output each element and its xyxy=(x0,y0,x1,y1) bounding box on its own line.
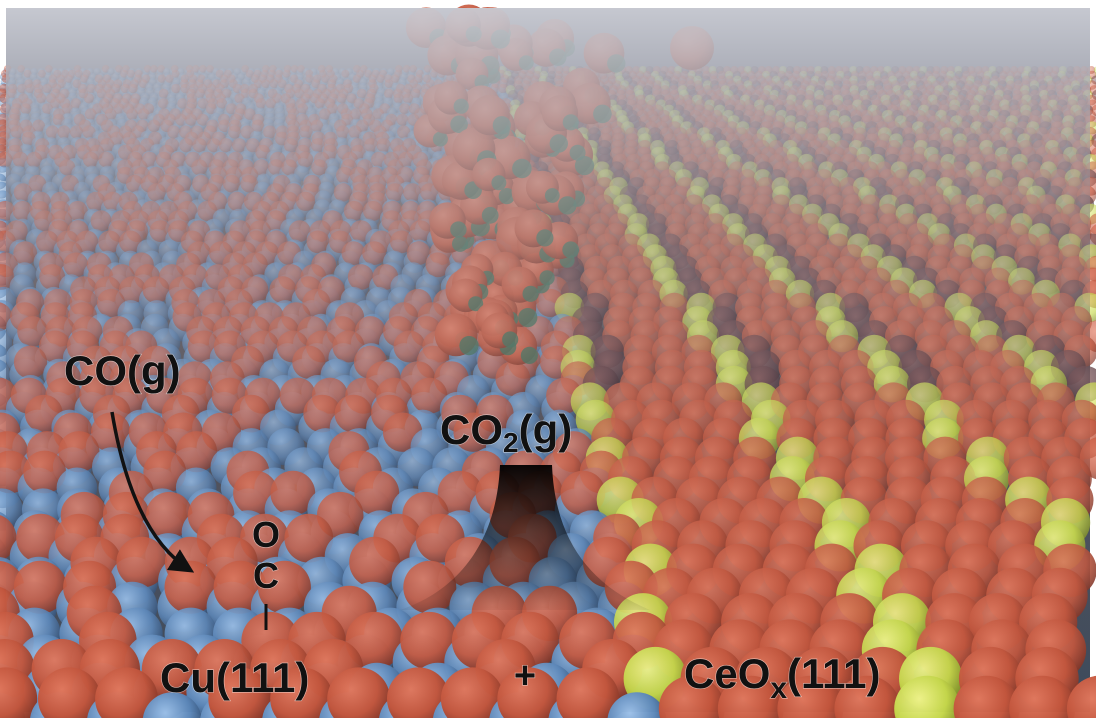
formula: CeO xyxy=(684,650,770,697)
adsorbate-c: C xyxy=(253,555,279,596)
co-gas-label: CO(g) xyxy=(64,347,181,394)
subscript: x xyxy=(770,672,787,705)
phase: (g) xyxy=(519,406,573,453)
subscript: 2 xyxy=(503,427,519,458)
scene: CO(g) CO2(g) O C Cu(111) + CeOx(111) xyxy=(0,0,1096,718)
cu-surface-label: Cu(111) xyxy=(160,654,309,701)
plus-sign: + xyxy=(514,655,536,697)
facet: (111) xyxy=(787,650,880,697)
formula: CO xyxy=(440,406,503,453)
adsorbate-o: O xyxy=(252,514,280,555)
